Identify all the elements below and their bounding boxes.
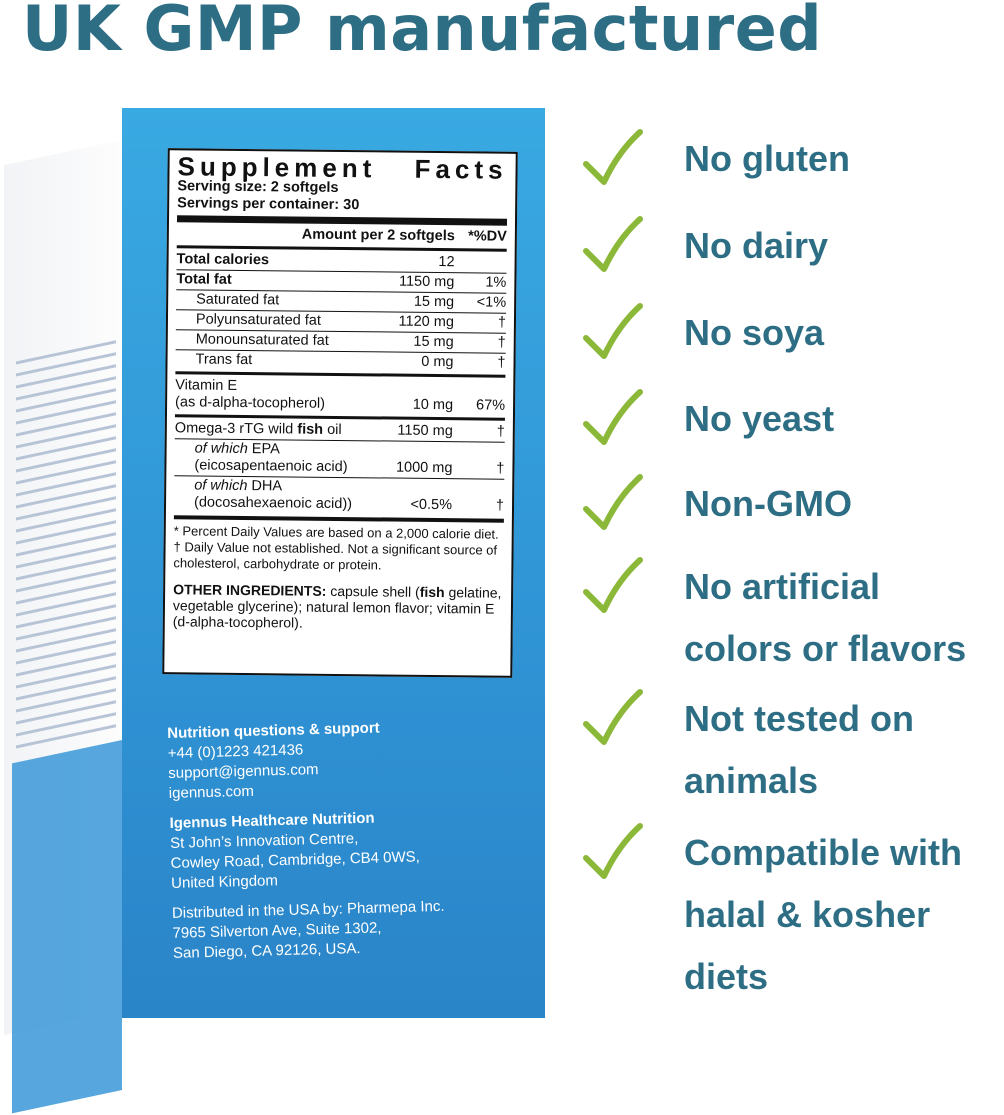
claim-text: No gluten <box>684 138 850 179</box>
supplement-facts-label: Supplement Facts Serving size: 2 softgel… <box>162 148 518 678</box>
other-ingredients: OTHER INGREDIENTS: capsule shell (fish g… <box>172 581 502 631</box>
check-icon <box>583 303 643 359</box>
claim-text: No yeast <box>684 398 835 439</box>
check-icon <box>583 557 643 613</box>
footnote-dagger: † Daily Value not established. Not a sig… <box>173 539 498 573</box>
check-icon <box>583 216 643 272</box>
website: igennus.com <box>168 782 255 802</box>
claim-text: No dairy <box>684 225 829 266</box>
company-name: Igennus Healthcare Nutrition <box>169 809 375 832</box>
check-icon <box>583 389 643 445</box>
claim-item: No dairy <box>580 215 1004 277</box>
facts-row: of which EPA (eicosapentaenoic acid) 1000 … <box>174 439 505 480</box>
servings-per-container: Servings per container: 30 <box>177 195 360 214</box>
side-blue-panel <box>12 740 122 1114</box>
distributor: Distributed in the USA by: Pharmepa Inc. <box>171 897 445 922</box>
phone: +44 (0)1223 421436 <box>167 741 304 762</box>
supplement-facts-title: Supplement Facts <box>177 151 508 185</box>
contact-info: Nutrition questions & support +44 (0)122… <box>167 719 445 962</box>
claim-item: No gluten <box>580 128 1004 190</box>
facts-row: Trans fat 0 mg † <box>195 351 506 371</box>
claim-text: Not tested on animals <box>684 698 914 801</box>
box-side-panel <box>4 140 122 1114</box>
check-icon <box>583 474 643 530</box>
side-text-lines <box>16 331 116 757</box>
claim-text: No soya <box>684 312 825 353</box>
claim-text: Compatible with halal & kosher diets <box>684 832 962 997</box>
claim-item: No artificial colors or flavors <box>580 556 1004 680</box>
facts-row: Vitamin E (as d-alpha-tocopherol) 10 mg 67% <box>175 377 506 414</box>
claim-item: No yeast <box>580 388 1004 450</box>
claim-text: Non-GMO <box>684 483 852 524</box>
check-icon <box>583 129 643 185</box>
claim-item: Non-GMO <box>580 473 1004 535</box>
claim-item: Not tested on animals <box>580 688 1004 812</box>
support-heading: Nutrition questions & support <box>167 719 380 742</box>
claim-text: No artificial colors or flavors <box>684 566 967 669</box>
amount-header: Amount per 2 softgels *%DV <box>301 226 507 245</box>
claim-item: Compatible with halal & kosher diets <box>580 822 1004 1008</box>
headline: UK GMP manufactured <box>22 0 823 65</box>
check-icon <box>583 823 643 879</box>
email: support@igennus.com <box>168 761 319 782</box>
facts-row: of which DHA (docosahexaenoic acid)) <0.5%… <box>193 477 505 514</box>
check-icon <box>583 689 643 745</box>
claim-item: No soya <box>580 302 1004 364</box>
